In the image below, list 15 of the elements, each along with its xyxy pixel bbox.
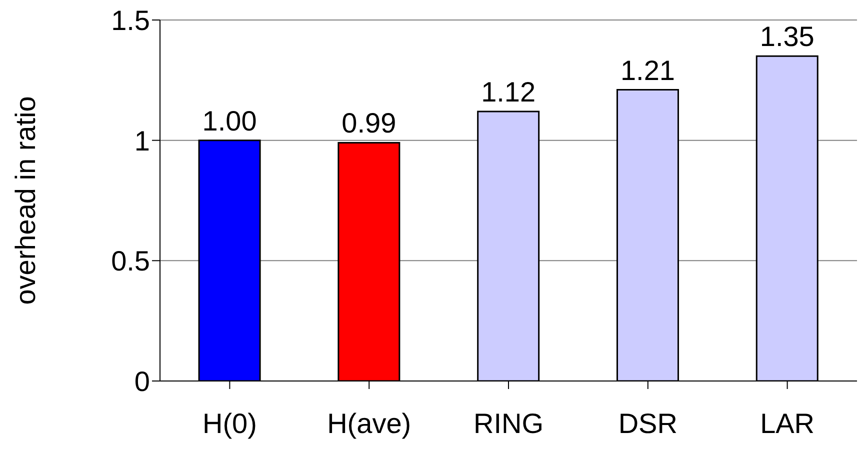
y-tick-label: 1 [134,125,150,156]
x-tick-label: DSR [618,408,678,439]
data-label: 0.99 [342,108,396,139]
y-tick-label: 0.5 [111,246,150,277]
x-tick-label: RING [474,408,544,439]
x-tick-label: H(ave) [327,408,412,439]
y-tick-label: 1.5 [111,4,150,36]
data-label: 1.12 [481,76,536,108]
data-label: 1.35 [760,21,814,52]
data-label: 1.21 [620,54,675,86]
y-axis-title: overhead in ratio [10,96,41,305]
x-tick-label: H(0) [202,408,257,439]
data-label: 1.00 [202,105,257,136]
x-tick-label: LAR [760,408,815,439]
y-tick-label: 0 [134,366,150,397]
